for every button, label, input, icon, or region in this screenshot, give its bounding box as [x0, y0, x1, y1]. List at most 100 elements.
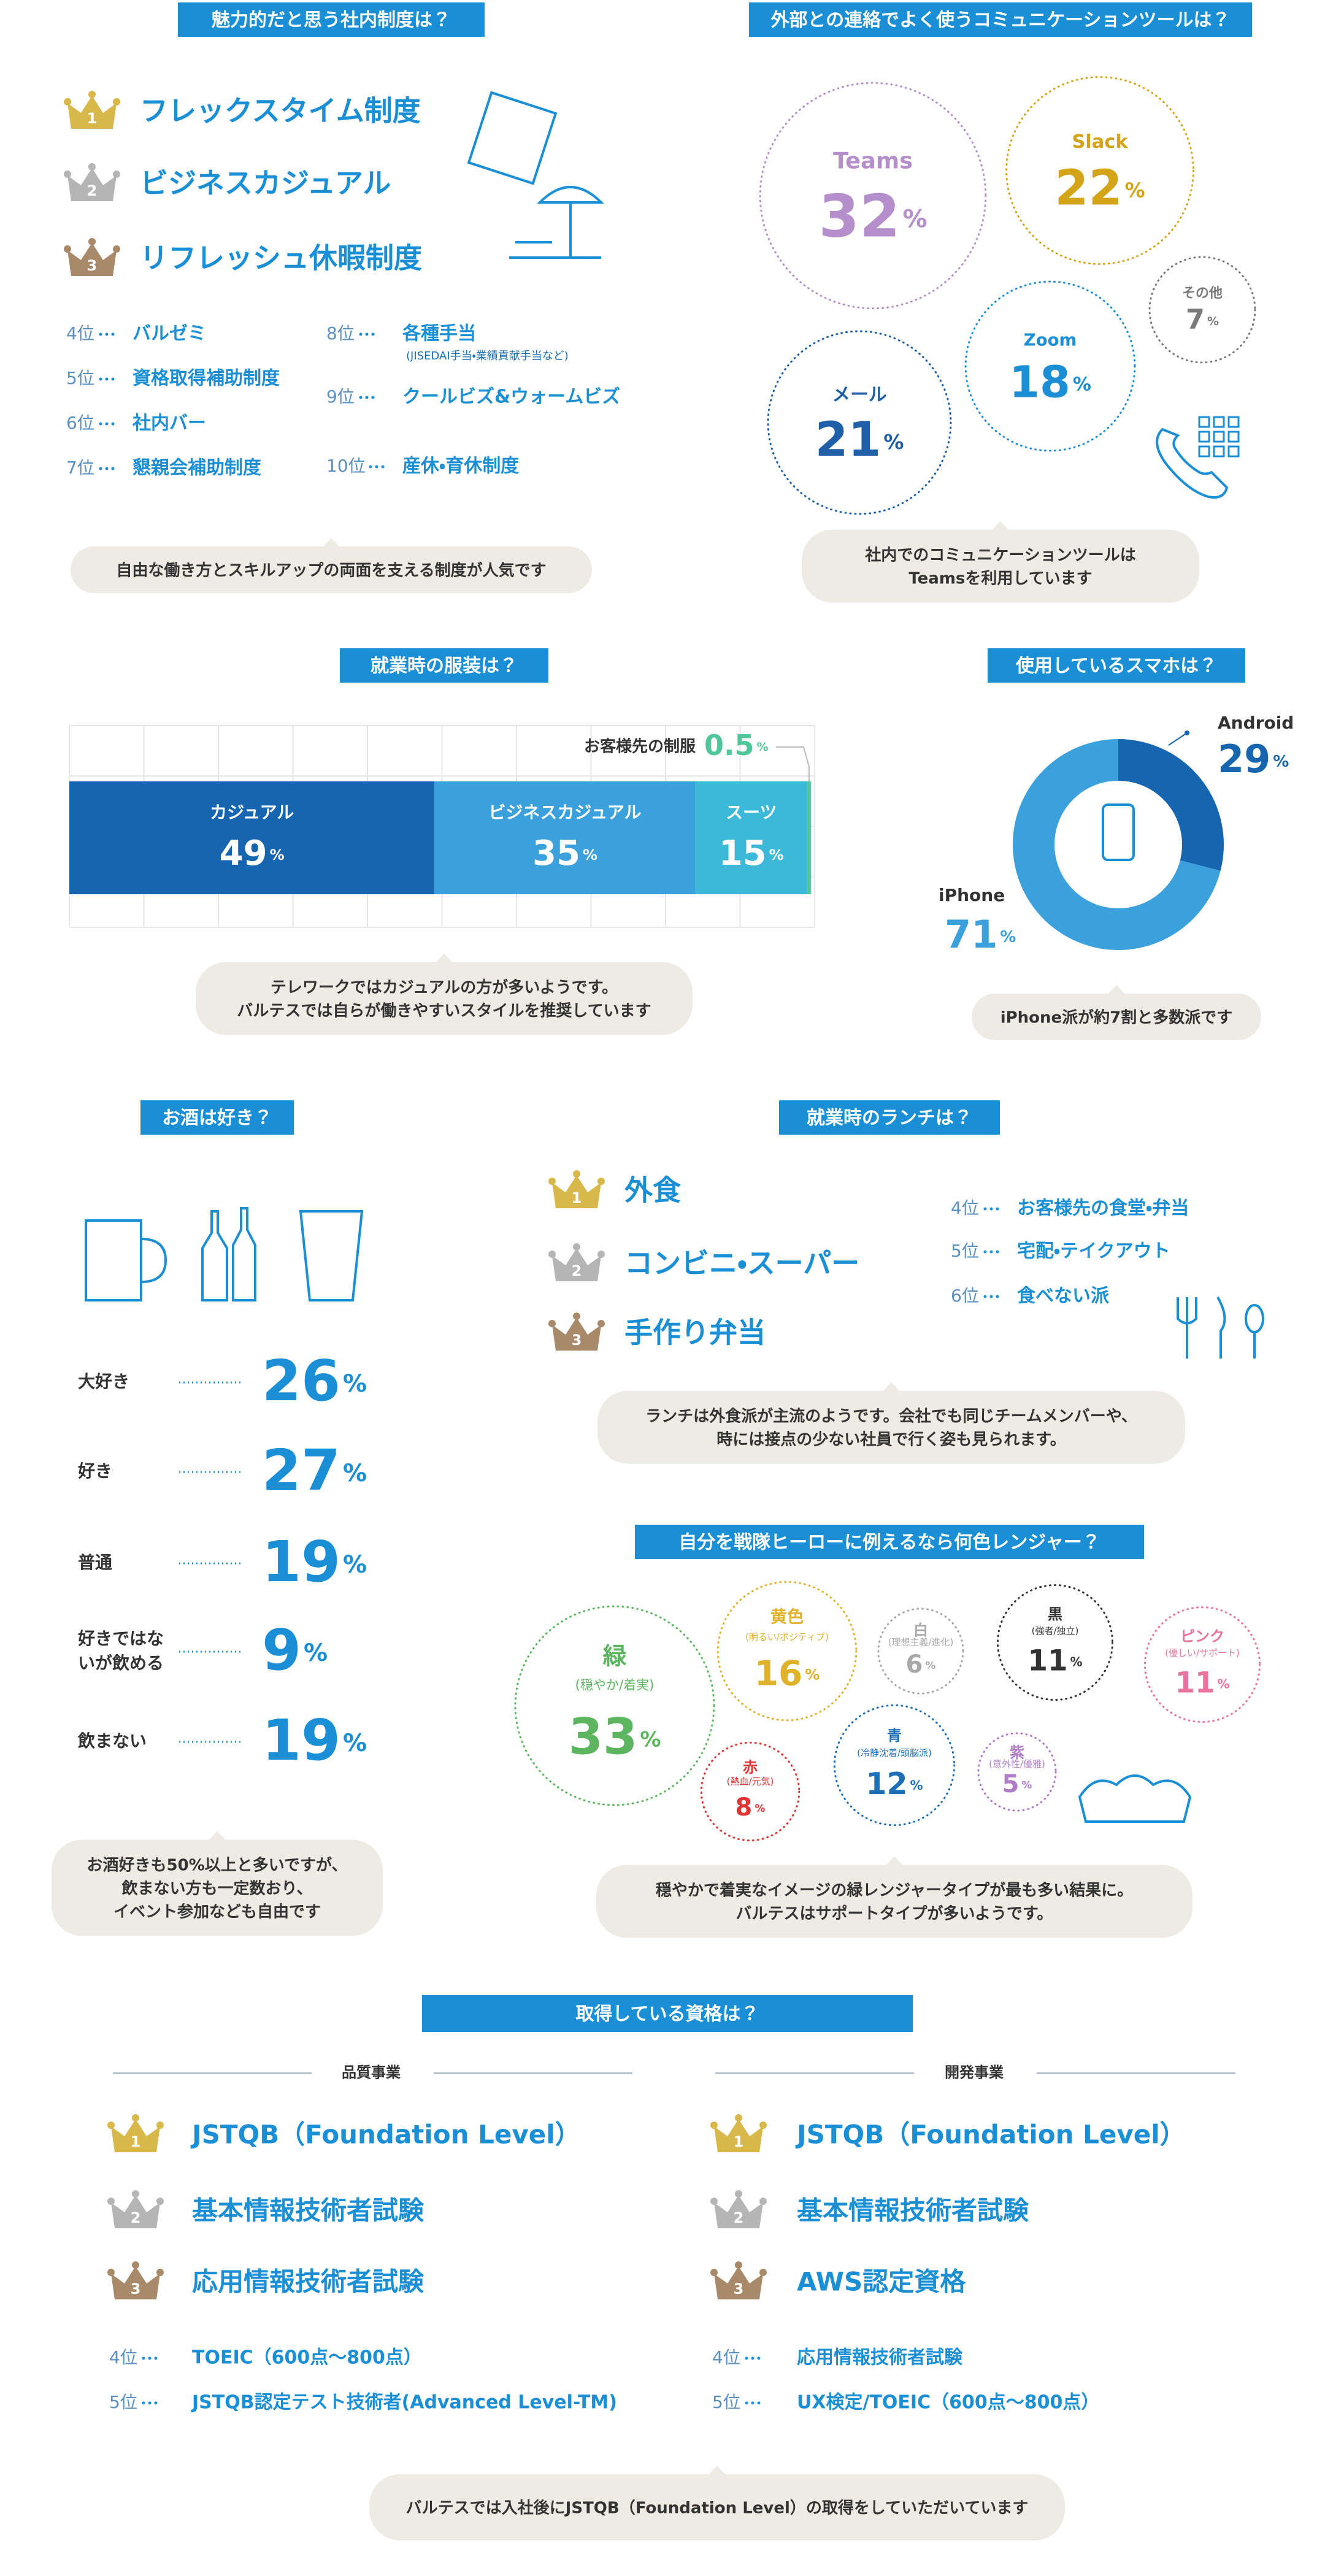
crown — [67, 243, 117, 276]
unit: % — [270, 846, 285, 864]
bubble-value: 6% — [906, 1650, 936, 1679]
bubble — [700, 1741, 801, 1842]
leader-dot — [99, 332, 102, 336]
bubble — [996, 1584, 1114, 1701]
top-rank-label: 応用情報技術者試験 — [192, 2267, 424, 2297]
crown-jewel — [64, 171, 71, 178]
leader-dot — [996, 1295, 999, 1298]
leader-dot — [111, 422, 115, 426]
leader-dot — [381, 465, 385, 469]
section-title-box — [140, 1100, 294, 1135]
segment-name: お客様先の制服 — [584, 737, 696, 756]
crown-jewel — [156, 2122, 164, 2129]
legend-name: Android — [1218, 713, 1294, 733]
crown-jewel — [107, 2269, 115, 2276]
bubble-name: 黒 — [1048, 1606, 1062, 1623]
unit: % — [902, 205, 927, 233]
value: 27 — [262, 1438, 340, 1503]
leader-dot — [745, 2356, 748, 2360]
crown — [552, 1248, 601, 1281]
bubble — [964, 280, 1136, 452]
legend-value: 29% — [1218, 737, 1289, 781]
value: 19 — [262, 1708, 340, 1773]
crown-jewel — [710, 2198, 718, 2205]
rank-number: 8位 — [326, 323, 355, 343]
note-text: 自由な働き方とスキルアップの両面を支える制度が人気です — [116, 561, 546, 580]
crown-jewel — [156, 2198, 164, 2205]
unit: % — [925, 1660, 935, 1672]
leader-dot — [142, 2401, 145, 2405]
rank-label: 産休・育休制度 — [402, 456, 519, 477]
unit: % — [1070, 1654, 1083, 1669]
note-pointer — [886, 1856, 903, 1866]
unit: % — [1273, 753, 1289, 771]
top-rank-label: リフレッシュ休暇制度 — [140, 242, 422, 275]
value: 8 — [735, 1793, 753, 1822]
top-rank-label: 基本情報技術者試験 — [797, 2196, 1029, 2226]
unit: % — [304, 1639, 328, 1667]
crown-jewel — [573, 1170, 580, 1178]
leader-dot — [371, 332, 375, 336]
leader-dot — [99, 422, 102, 426]
note-box — [972, 994, 1261, 1040]
bubble — [877, 1608, 964, 1695]
leader-dot — [111, 332, 115, 336]
note-text: 穏やかで着実なイメージの緑レンジャータイプが最も多い結果に。 — [656, 1881, 1133, 1900]
rank-number: 4位 — [109, 2347, 137, 2367]
section-title-box — [988, 648, 1245, 683]
bubble-name: 青 — [887, 1727, 902, 1744]
value: 35 — [532, 834, 580, 873]
icon-phone — [1156, 427, 1229, 499]
value: 26 — [262, 1348, 340, 1414]
icon-keypad — [1213, 445, 1225, 458]
rank-label: TOEIC（600点〜800点） — [192, 2347, 422, 2369]
note-text: テレワークではカジュアルの方が多いようです。 — [271, 978, 618, 997]
value: 29 — [1218, 737, 1270, 781]
bubble-name: Teams — [833, 147, 913, 174]
crown-jewel — [132, 2114, 139, 2122]
leader-dot — [365, 332, 369, 336]
rank-label: 宅配・テイクアウト — [1017, 1241, 1170, 1262]
value: 71 — [945, 912, 997, 957]
crown-jewel — [597, 1178, 605, 1185]
note-text: バルテスでは入社後にJSTQB（Foundation Level）の取得をしてい… — [406, 2499, 1029, 2518]
note-text: iPhone派が約7割と多数派です — [1000, 1008, 1233, 1027]
bubble-trait: (熱血/元気) — [727, 1776, 774, 1787]
row-label: 飲まない — [77, 1731, 147, 1751]
rank-number: 10位 — [326, 456, 366, 476]
rank-label: 応用情報技術者試験 — [797, 2347, 963, 2369]
section-title: 就業時の服装は？ — [371, 656, 518, 677]
leader-dot — [751, 2401, 755, 2405]
bar-segment — [434, 781, 696, 894]
crown-jewel — [548, 1320, 556, 1327]
section-title: 自分を戦隊ヒーローに例えるなら何色レンジャー？ — [678, 1532, 1100, 1554]
rank-number: 5位 — [66, 368, 94, 388]
bubble — [767, 330, 952, 515]
leader-dot — [142, 2356, 145, 2360]
rank-number: 5位 — [712, 2392, 740, 2412]
row-label: 大好き — [78, 1371, 129, 1392]
group-name: 品質事業 — [342, 2064, 401, 2081]
legend-name: iPhone — [939, 885, 1005, 905]
rank-number: 7位 — [66, 458, 94, 478]
crown-jewel — [64, 98, 71, 105]
unit: % — [1207, 314, 1219, 328]
crown — [111, 2119, 160, 2152]
value: 5 — [1002, 1770, 1020, 1798]
leader-dot — [989, 1207, 993, 1211]
unit: % — [805, 1666, 820, 1683]
bubble-name: ピンク — [1180, 1628, 1224, 1645]
leader-dot — [99, 377, 102, 381]
crown-jewel — [107, 2122, 115, 2129]
bubble-name: Zoom — [1024, 330, 1077, 350]
bubble-name: 赤 — [743, 1759, 758, 1776]
icon-heroes — [1078, 1774, 1192, 1823]
icon-keypad — [1198, 431, 1210, 443]
leader-dot — [751, 2356, 755, 2360]
unit: % — [343, 1460, 367, 1487]
value: 33 — [569, 1709, 638, 1766]
note-pointer — [709, 2466, 726, 2475]
leader-dot — [983, 1207, 987, 1211]
bubble-value: 11% — [1175, 1666, 1229, 1700]
